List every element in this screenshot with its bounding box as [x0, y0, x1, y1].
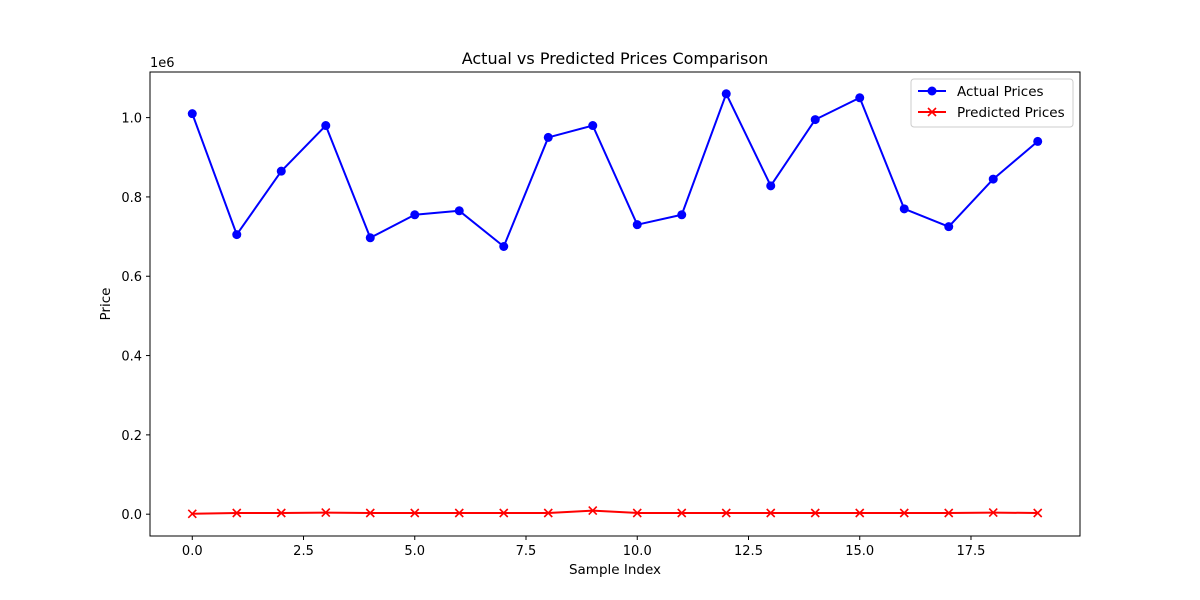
- data-point-predicted-prices: [677, 508, 687, 518]
- x-tick-label: 2.5: [293, 544, 314, 559]
- data-point-actual-prices: [677, 210, 687, 220]
- legend: Actual Prices Predicted Prices: [910, 78, 1074, 128]
- data-point-predicted-prices: [899, 508, 909, 518]
- legend-item-actual-prices: Actual Prices: [918, 84, 1044, 100]
- data-point-predicted-prices: [276, 508, 286, 518]
- series-predicted-prices: [187, 506, 1043, 519]
- data-point-actual-prices: [944, 222, 954, 232]
- y-axis-scale-label: 1e6: [150, 56, 175, 71]
- x-tick-label: 5.0: [404, 544, 425, 559]
- legend-marker-actual-prices: [927, 86, 937, 96]
- data-point-actual-prices: [721, 89, 731, 99]
- data-point-predicted-prices: [855, 508, 865, 518]
- data-point-predicted-prices: [321, 508, 331, 518]
- x-tick-label: 0.0: [182, 544, 203, 559]
- data-point-predicted-prices: [721, 508, 731, 518]
- data-point-actual-prices: [187, 109, 197, 119]
- legend-marker-predicted-prices: [927, 107, 937, 117]
- y-tick-label: 0.4: [121, 350, 142, 365]
- series-line-predicted-prices: [192, 509, 1038, 515]
- data-point-predicted-prices: [766, 508, 776, 518]
- data-point-predicted-prices: [232, 508, 242, 518]
- data-point-predicted-prices: [988, 508, 998, 518]
- data-point-predicted-prices: [632, 508, 642, 518]
- data-point-predicted-prices: [1033, 508, 1043, 518]
- x-tick-label: 7.5: [516, 544, 537, 559]
- data-point-predicted-prices: [187, 509, 197, 519]
- data-point-actual-prices: [365, 233, 375, 243]
- x-tick-label: 17.5: [957, 544, 986, 559]
- x-tick-label: 12.5: [734, 544, 763, 559]
- data-point-predicted-prices: [810, 508, 820, 518]
- data-point-predicted-prices: [499, 508, 509, 518]
- data-point-actual-prices: [410, 210, 420, 220]
- x-axis-ticks: 0.0 2.5 5.0 7.5 10.0 12.5 15.0 17.5: [182, 536, 986, 559]
- x-tick-label: 15.0: [845, 544, 874, 559]
- data-point-actual-prices: [321, 121, 331, 131]
- data-point-actual-prices: [543, 132, 553, 142]
- data-point-actual-prices: [276, 166, 286, 176]
- legend-label-predicted-prices: Predicted Prices: [957, 105, 1065, 121]
- data-point-actual-prices: [855, 93, 865, 103]
- data-point-actual-prices: [810, 115, 820, 125]
- plot-series: [187, 89, 1043, 519]
- data-point-actual-prices: [588, 121, 598, 131]
- data-point-actual-prices: [499, 241, 509, 251]
- data-point-actual-prices: [232, 230, 242, 240]
- data-point-actual-prices: [766, 181, 776, 191]
- y-tick-label: 0.8: [121, 191, 142, 206]
- data-point-actual-prices: [899, 204, 909, 214]
- y-tick-label: 1.0: [121, 112, 142, 127]
- legend-label-actual-prices: Actual Prices: [957, 84, 1044, 100]
- y-axis-label: Price: [98, 288, 114, 321]
- x-axis-label: Sample Index: [569, 562, 661, 578]
- y-tick-label: 0.0: [121, 508, 142, 523]
- plot-area-frame: [149, 71, 1081, 537]
- data-point-predicted-prices: [454, 508, 464, 518]
- data-point-predicted-prices: [944, 508, 954, 518]
- series-line-actual-prices: [191, 92, 1039, 248]
- data-point-actual-prices: [988, 174, 998, 184]
- data-point-predicted-prices: [410, 508, 420, 518]
- data-point-actual-prices: [632, 220, 642, 230]
- legend-box: [910, 78, 1074, 128]
- data-point-predicted-prices: [543, 508, 553, 518]
- x-tick-label: 10.0: [623, 544, 652, 559]
- data-point-actual-prices: [454, 206, 464, 216]
- chart-title: Actual vs Predicted Prices Comparison: [462, 49, 769, 68]
- data-point-predicted-prices: [588, 506, 598, 516]
- series-actual-prices: [187, 89, 1043, 251]
- data-point-actual-prices: [1033, 136, 1043, 146]
- y-tick-label: 0.2: [121, 429, 142, 444]
- legend-item-predicted-prices: Predicted Prices: [918, 105, 1065, 121]
- y-tick-label: 0.6: [121, 270, 142, 285]
- y-axis-ticks: 0.0 0.2 0.4 0.6 0.8 1.0: [121, 112, 150, 523]
- data-point-predicted-prices: [365, 508, 375, 518]
